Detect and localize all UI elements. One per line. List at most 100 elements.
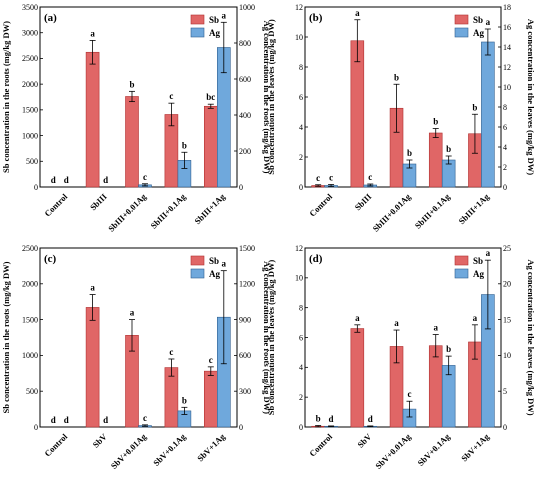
left-tick-label: 4 xyxy=(299,123,303,132)
right-tick-label: 16 xyxy=(503,23,511,32)
significance-letter: d xyxy=(368,414,373,424)
right-tick-label: 900 xyxy=(239,315,251,324)
category-label: Control xyxy=(42,191,69,218)
left-tick-label: 8 xyxy=(299,303,303,312)
significance-letter: d xyxy=(64,415,69,425)
left-tick-label: 0 xyxy=(299,423,303,432)
left-tick-label: 1000 xyxy=(22,351,38,360)
significance-letter: b xyxy=(433,117,438,127)
category-label: SbV+0.1Ag xyxy=(415,431,452,468)
left-tick-label: 0 xyxy=(34,183,38,192)
significance-letter: b xyxy=(472,102,477,112)
bar-sb xyxy=(85,307,100,428)
significance-letter: a xyxy=(90,28,95,38)
left-axis-title: Sb concentration in the leaves (mg/kg DW… xyxy=(266,260,276,416)
category-label: Control xyxy=(42,431,69,458)
significance-letter: a xyxy=(222,10,227,20)
right-tick-label: 0 xyxy=(239,423,243,432)
right-tick-label: 18 xyxy=(503,3,511,12)
significance-letter: a xyxy=(394,318,399,328)
category-label: SbV+0.01Ag xyxy=(373,431,413,471)
bar-sb xyxy=(428,345,443,428)
right-tick-label: 10 xyxy=(503,83,511,92)
left-tick-label: 8 xyxy=(299,63,303,72)
category-label: SbV+1Ag xyxy=(195,431,227,463)
left-tick-label: 12 xyxy=(295,3,303,12)
significance-letter: d xyxy=(103,415,108,425)
right-axis-title: Ag concentration in the roots (mg/kg DW) xyxy=(262,21,272,174)
left-tick-label: 2000 xyxy=(22,280,38,289)
left-tick-label: 10 xyxy=(295,274,303,283)
legend-label-sb: Sb xyxy=(473,15,483,25)
bar-sb xyxy=(350,40,365,188)
right-tick-label: 800 xyxy=(239,39,251,48)
right-tick-label: 200 xyxy=(239,147,251,156)
right-tick-label: 400 xyxy=(239,111,251,120)
right-tick-label: 0 xyxy=(503,423,507,432)
significance-letter: a xyxy=(355,313,360,323)
left-tick-label: 1500 xyxy=(22,315,38,324)
left-tick-label: 1000 xyxy=(22,131,38,140)
significance-letter: d xyxy=(51,415,56,425)
significance-letter: c xyxy=(143,172,147,182)
right-tick-label: 2 xyxy=(503,163,507,172)
significance-letter: a xyxy=(473,313,478,323)
right-tick-label: 5 xyxy=(503,387,507,396)
bar-sb xyxy=(125,96,139,188)
category-label: SbV+1Ag xyxy=(459,431,491,463)
legend-label-ag: Ag xyxy=(473,269,484,279)
left-tick-label: 0 xyxy=(299,183,303,192)
right-tick-label: 1200 xyxy=(239,280,255,289)
category-label: SbIII xyxy=(353,191,374,212)
right-tick-label: 600 xyxy=(239,351,251,360)
bar-sb xyxy=(85,51,100,188)
right-tick-label: 300 xyxy=(239,387,251,396)
panel-label: (d) xyxy=(309,253,323,265)
legend-swatch-sb xyxy=(190,255,205,266)
legend-label-sb: Sb xyxy=(209,15,219,25)
legend-swatch-ag xyxy=(190,27,205,38)
significance-letter: a xyxy=(355,8,360,18)
right-tick-label: 6 xyxy=(503,123,507,132)
left-tick-label: 6 xyxy=(299,333,303,342)
legend-label-ag: Ag xyxy=(209,28,220,38)
right-tick-label: 4 xyxy=(503,143,507,152)
significance-letter: a xyxy=(222,259,227,269)
left-tick-label: 500 xyxy=(26,387,38,396)
category-label: SbV xyxy=(355,431,374,450)
panel-label: (c) xyxy=(44,253,57,265)
left-tick-label: 500 xyxy=(26,157,38,166)
legend-label-sb: Sb xyxy=(473,256,483,266)
significance-letter: c xyxy=(407,389,411,399)
significance-letter: b xyxy=(446,344,451,354)
significance-letter: c xyxy=(143,413,147,423)
right-tick-label: 20 xyxy=(503,280,511,289)
significance-letter: c xyxy=(169,347,173,357)
left-tick-label: 2500 xyxy=(22,54,38,63)
left-tick-label: 6 xyxy=(299,93,303,102)
left-tick-label: 2 xyxy=(299,153,303,162)
significance-letter: b xyxy=(316,414,321,424)
right-axis-title: Ag concentration in the leaves (mg/kg DW… xyxy=(526,259,536,415)
legend-swatch-ag xyxy=(454,27,469,38)
legend-swatch-ag xyxy=(454,268,469,279)
bar-sb xyxy=(203,105,218,188)
category-label: SbIII+0.01Ag xyxy=(371,191,414,234)
significance-letter: b xyxy=(394,72,399,82)
category-label: SbV xyxy=(91,431,110,450)
right-axis-title: Ag concentration in the roots (mg/kg DW) xyxy=(262,261,272,414)
category-label: SbIII+1Ag xyxy=(192,191,227,226)
significance-letter: a xyxy=(486,248,491,258)
legend-label-sb: Sb xyxy=(209,256,219,266)
left-tick-label: 2500 xyxy=(22,244,38,253)
right-axis-title: Ag concentration in the leaves (mg/kg DW… xyxy=(526,19,536,175)
left-tick-label: 2 xyxy=(299,393,303,402)
bar-sb xyxy=(350,328,365,428)
left-tick-label: 2000 xyxy=(22,80,38,89)
right-tick-label: 1000 xyxy=(239,3,255,12)
panel-label: (b) xyxy=(309,12,323,24)
chart-panel-1: 0 2 4 6 8 10 12 0 2 4 6 8 10 12 14 16 18 Sb concentration… xyxy=(266,3,536,234)
category-label: SbIII+0.1Ag xyxy=(413,191,453,231)
legend-label-ag: Ag xyxy=(473,28,484,38)
